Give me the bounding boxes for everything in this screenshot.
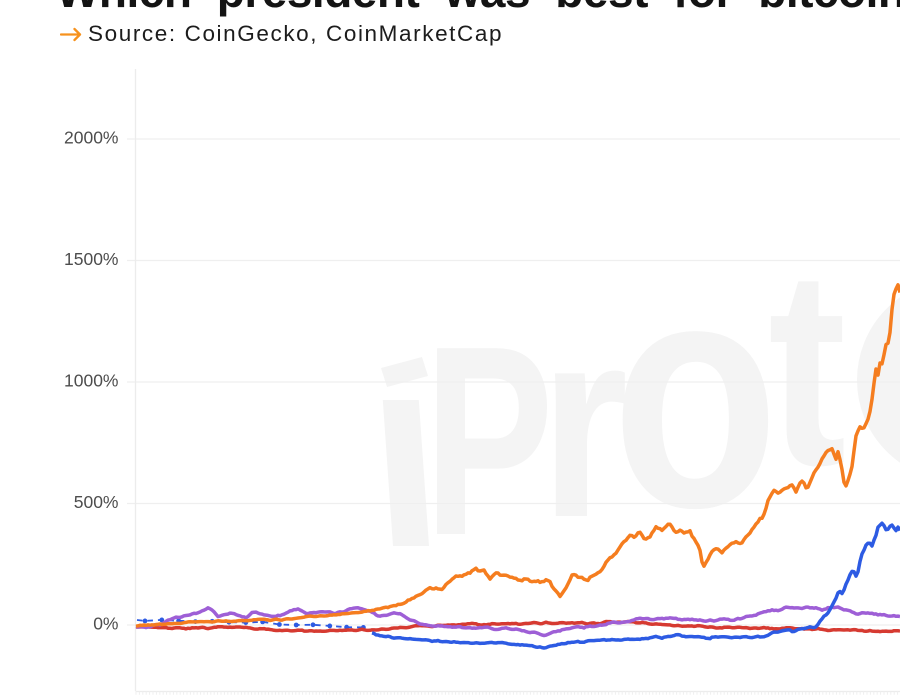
svg-text:500%: 500% [74,492,119,512]
svg-text:1500%: 1500% [64,249,119,269]
svg-text:P: P [424,290,554,592]
svg-text:1000%: 1000% [64,371,119,391]
svg-text:0%: 0% [93,614,118,634]
svg-text:o: o [612,211,779,575]
svg-text:r: r [540,271,628,573]
svg-text:t: t [768,211,846,524]
svg-text:2000%: 2000% [64,128,119,148]
